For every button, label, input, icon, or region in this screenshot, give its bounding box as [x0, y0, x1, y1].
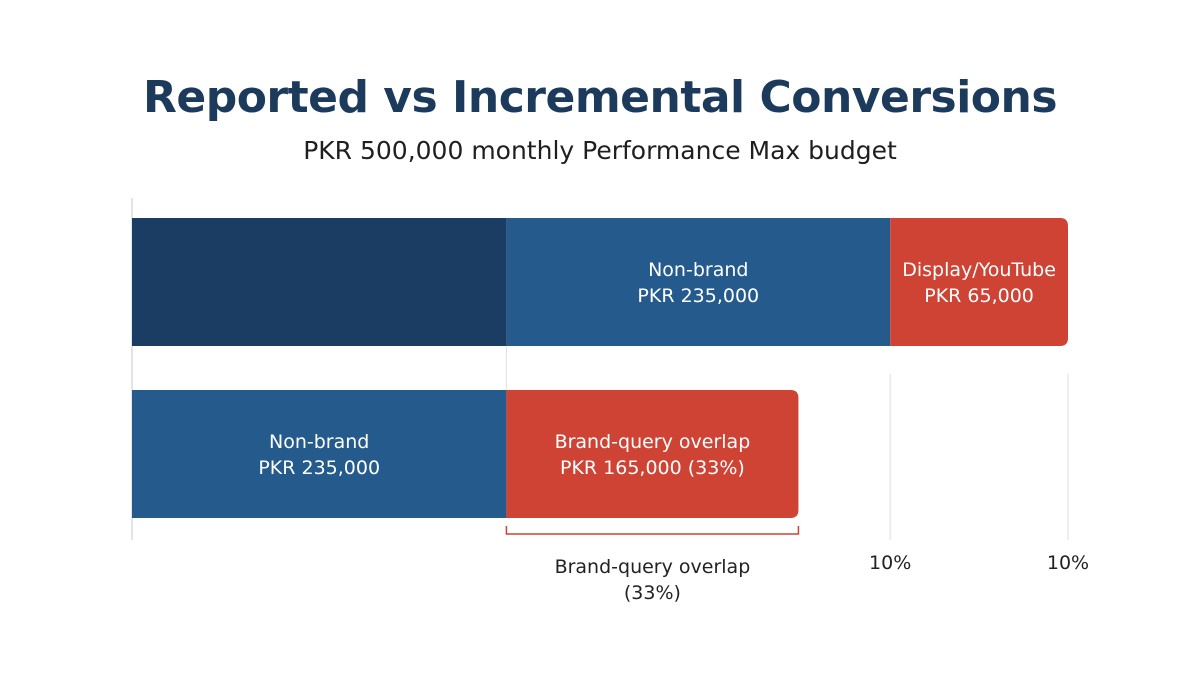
chart-subtitle: PKR 500,000 monthly Performance Max budg… [303, 136, 897, 165]
bar-segment-label: Display/YouTube PKR 65,000 [902, 259, 1056, 307]
bar-segment-label: Brand-query overlap PKR 165,000 (33%) [555, 431, 751, 479]
bar-segment [506, 218, 891, 346]
overlap-bracket [505, 526, 800, 535]
overlap-bracket-label: Brand-query overlap (33%) [555, 556, 751, 604]
bar-segment [132, 390, 507, 518]
bar-segment [890, 218, 1068, 346]
bar-segment [506, 390, 799, 518]
tick-label: 10% [1047, 552, 1089, 574]
bar-segment-label: Non-brand PKR 235,000 [637, 259, 759, 307]
chart-title: Reported vs Incremental Conversions [142, 72, 1058, 123]
bar-segment [132, 218, 507, 346]
bar-segment-label: Non-brand PKR 235,000 [258, 431, 380, 479]
tick-label: 10% [869, 552, 911, 574]
